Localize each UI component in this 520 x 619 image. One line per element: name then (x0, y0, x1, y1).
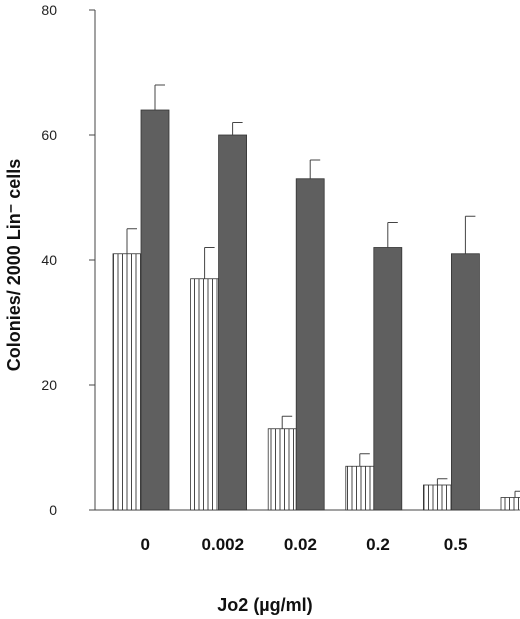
y-tick-label: 20 (41, 377, 57, 393)
bar-hatched-1.0 (500, 497, 520, 511)
bar-solid-0.002 (218, 134, 248, 511)
x-tick-label: 0 (140, 535, 149, 554)
y-tick-label: 60 (41, 127, 57, 143)
y-tick-label: 0 (49, 502, 57, 518)
bar-solid-0.5 (450, 253, 480, 511)
x-axis-title: Jo2 (µg/ml) (217, 595, 312, 615)
error-bars (126, 84, 520, 498)
x-tick-label: 0.002 (202, 535, 245, 554)
bar-solid-0.02 (295, 178, 325, 511)
bar-solid-0 (140, 109, 170, 511)
bars (112, 109, 520, 511)
y-tick-labels: 0 20 40 60 80 (41, 2, 57, 518)
y-tick-label: 40 (41, 252, 57, 268)
x-tick-label: 0.5 (444, 535, 468, 554)
x-tick-label: 0.2 (366, 535, 390, 554)
y-tick-label: 80 (41, 2, 57, 18)
bar-hatched-0.002 (190, 278, 220, 511)
y-axis-title: Colonies/ 2000 Lin⁻ cells (4, 159, 24, 372)
bar-hatched-0.02 (267, 428, 297, 511)
bar-solid-0.2 (373, 247, 403, 511)
x-tick-label: 0.02 (284, 535, 317, 554)
bar-hatched-0.2 (345, 465, 375, 511)
bar-hatched-0 (112, 253, 142, 511)
bar-hatched-0.5 (422, 484, 452, 511)
